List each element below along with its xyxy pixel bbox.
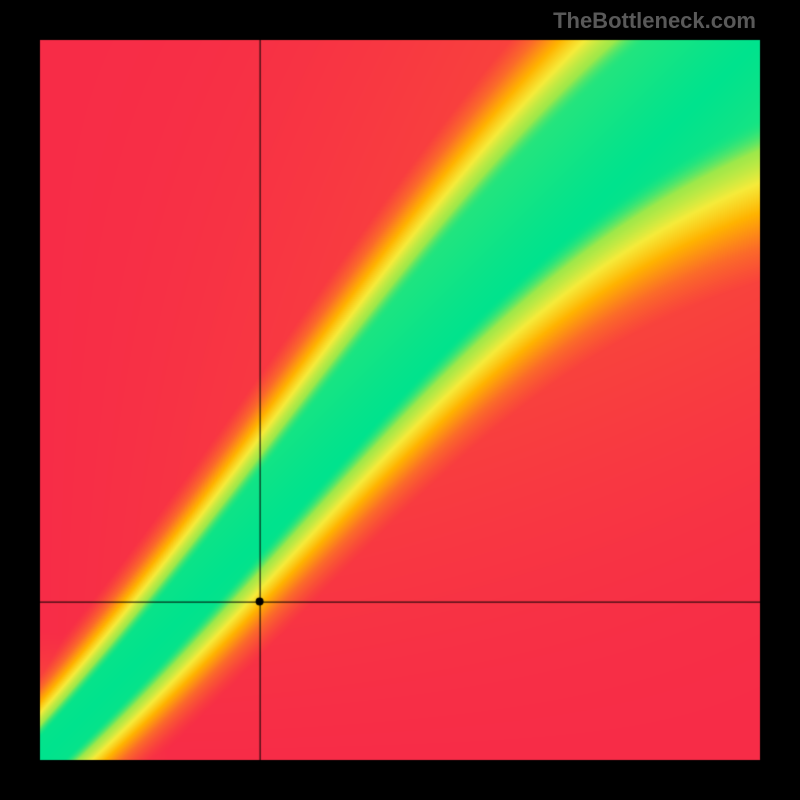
bottleneck-heatmap: [0, 0, 800, 800]
watermark-text: TheBottleneck.com: [553, 8, 756, 34]
chart-container: { "canvas": { "width": 800, "height": 80…: [0, 0, 800, 800]
